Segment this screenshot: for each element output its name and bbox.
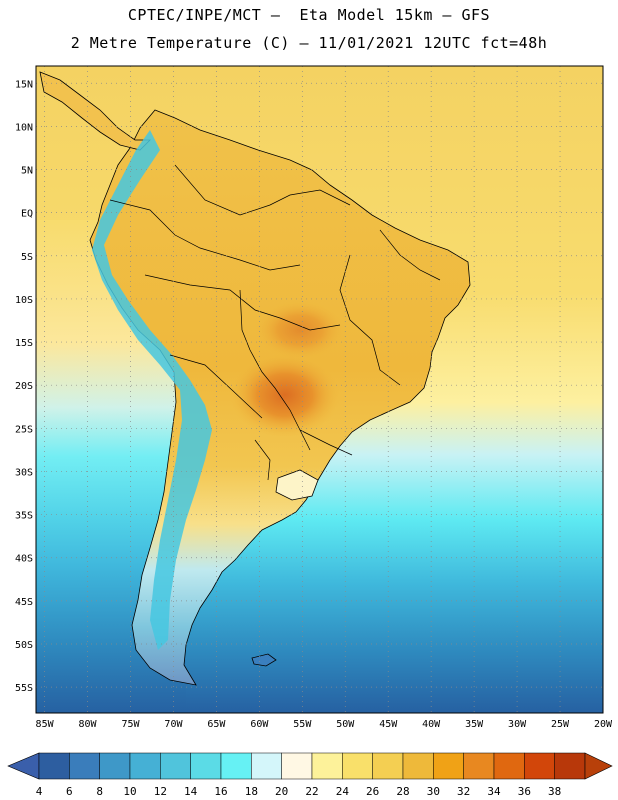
lon-label: 60W bbox=[250, 719, 269, 730]
colorbar-swatch bbox=[220, 752, 252, 780]
lat-label: 50S bbox=[15, 640, 33, 651]
lat-label: 5S bbox=[21, 252, 33, 263]
chart-subtitle: 2 Metre Temperature (C) — 11/01/2021 12U… bbox=[70, 34, 548, 52]
colorbar-tick-label: 22 bbox=[305, 785, 318, 798]
colorbar-tick-label: 4 bbox=[36, 785, 43, 798]
lon-label: 25W bbox=[551, 719, 570, 730]
lagoa-dos-patos bbox=[275, 469, 319, 501]
lat-label: 55S bbox=[15, 683, 33, 694]
colorbar-tick-label: 24 bbox=[336, 785, 350, 798]
lon-label: 35W bbox=[465, 719, 484, 730]
colorbar-swatch bbox=[463, 752, 495, 780]
colorbar-tick-label: 14 bbox=[184, 785, 198, 798]
colorbar-swatch bbox=[342, 752, 373, 780]
colorbar-swatch bbox=[190, 752, 222, 780]
lon-label: 40W bbox=[422, 719, 441, 730]
lon-label: 50W bbox=[336, 719, 355, 730]
colorbar-swatch bbox=[99, 752, 131, 780]
lat-label: 15N bbox=[15, 79, 33, 90]
lat-label: 5N bbox=[21, 166, 33, 177]
lon-label: 65W bbox=[207, 719, 226, 730]
longitude-labels: 85W 80W 75W 70W 65W 60W 55W 50W 45W 40W 35W 30W 25W 2… bbox=[36, 719, 613, 730]
lat-label: 45S bbox=[15, 597, 33, 608]
warm-region bbox=[255, 300, 345, 360]
colorbar-tick-label: 32 bbox=[457, 785, 470, 798]
lon-label: 55W bbox=[293, 719, 312, 730]
map-frame bbox=[35, 65, 604, 714]
andes-cold-band bbox=[92, 130, 212, 650]
colorbar-tick-label: 36 bbox=[518, 785, 531, 798]
country-borders bbox=[109, 164, 441, 481]
lon-label: 70W bbox=[164, 719, 183, 730]
falkland-islands bbox=[251, 653, 277, 667]
latitude-labels: 15N 10N 5N EQ 5S 10S 15S 20S 25S 30S 35S 40S 45S 50S 5… bbox=[15, 79, 33, 694]
lon-label: 30W bbox=[508, 719, 527, 730]
lat-label: 10S bbox=[15, 295, 33, 306]
colorbar-tick-label: 38 bbox=[548, 785, 561, 798]
hot-core-region bbox=[230, 353, 340, 437]
colorbar-under-arrow bbox=[7, 752, 40, 780]
lon-label: 85W bbox=[36, 719, 55, 730]
lon-label: 20W bbox=[594, 719, 613, 730]
colorbar-tick-label: 34 bbox=[487, 785, 501, 798]
lat-label: EQ bbox=[21, 209, 33, 220]
colorbar-tick-label: 26 bbox=[366, 785, 379, 798]
colorbar-tick-label: 16 bbox=[214, 785, 227, 798]
lat-label: 40S bbox=[15, 554, 33, 565]
colorbar-tick-label: 20 bbox=[275, 785, 288, 798]
lat-label: 25S bbox=[15, 424, 33, 435]
colorbar-tick-label: 6 bbox=[66, 785, 73, 798]
colorbar-swatch bbox=[38, 752, 70, 780]
colorbar-swatch bbox=[311, 752, 343, 780]
colorbar-tick-label: 28 bbox=[396, 785, 409, 798]
colorbar-swatch bbox=[160, 752, 191, 780]
lon-label: 80W bbox=[79, 719, 98, 730]
colorbar-swatch bbox=[251, 752, 282, 780]
colorbar-swatch bbox=[372, 752, 404, 780]
colorbar-swatch bbox=[493, 752, 525, 780]
colorbar-tick-label: 18 bbox=[245, 785, 258, 798]
colorbar-swatch bbox=[554, 752, 586, 780]
colorbar-over-arrow bbox=[584, 752, 613, 780]
lat-label: 20S bbox=[15, 381, 33, 392]
lat-label: 30S bbox=[15, 467, 33, 478]
colorbar-swatch bbox=[433, 752, 464, 780]
colorbar-swatch bbox=[69, 752, 100, 780]
lon-label: 45W bbox=[379, 719, 398, 730]
colorbar-swatch bbox=[402, 752, 434, 780]
colorbar-swatch bbox=[281, 752, 313, 780]
colorbar: 4 6 8 10 12 14 16 18 20 22 24 26 28 30 32 34 36 38 bbox=[7, 752, 613, 798]
colorbar-tick-label: 8 bbox=[96, 785, 103, 798]
lat-label: 10N bbox=[15, 122, 33, 133]
chart-title: CPTEC/INPE/MCT — Eta Model 15km — GFS bbox=[127, 6, 491, 24]
lat-label: 35S bbox=[15, 511, 33, 522]
lon-label: 75W bbox=[121, 719, 140, 730]
colorbar-tick-label: 12 bbox=[154, 785, 167, 798]
colorbar-swatch bbox=[524, 752, 555, 780]
colorbar-tick-label: 30 bbox=[427, 785, 440, 798]
colorbar-swatch bbox=[129, 752, 161, 780]
colorbar-tick-label: 10 bbox=[123, 785, 136, 798]
lat-label: 15S bbox=[15, 338, 33, 349]
